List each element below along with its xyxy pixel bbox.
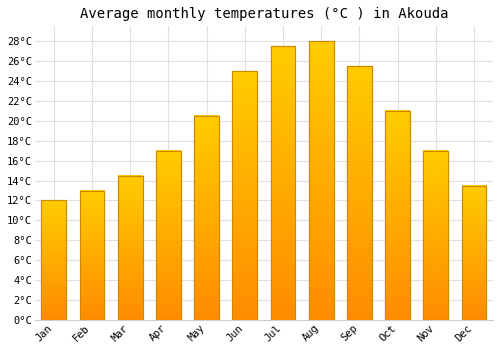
Bar	[156, 151, 181, 320]
Bar	[309, 41, 334, 320]
Bar	[424, 151, 448, 320]
Title: Average monthly temperatures (°C ) in Akouda: Average monthly temperatures (°C ) in Ak…	[80, 7, 448, 21]
Bar	[118, 176, 142, 320]
Bar	[232, 71, 257, 320]
Bar	[42, 201, 66, 320]
Bar	[309, 41, 334, 320]
Bar	[385, 111, 410, 320]
Bar	[347, 66, 372, 320]
Bar	[156, 151, 181, 320]
Bar	[118, 176, 142, 320]
Bar	[42, 201, 66, 320]
Bar	[80, 190, 104, 320]
Bar	[462, 186, 486, 320]
Bar	[270, 46, 295, 320]
Bar	[80, 190, 104, 320]
Bar	[232, 71, 257, 320]
Bar	[270, 46, 295, 320]
Bar	[194, 116, 219, 320]
Bar	[424, 151, 448, 320]
Bar	[385, 111, 410, 320]
Bar	[462, 186, 486, 320]
Bar	[347, 66, 372, 320]
Bar	[194, 116, 219, 320]
